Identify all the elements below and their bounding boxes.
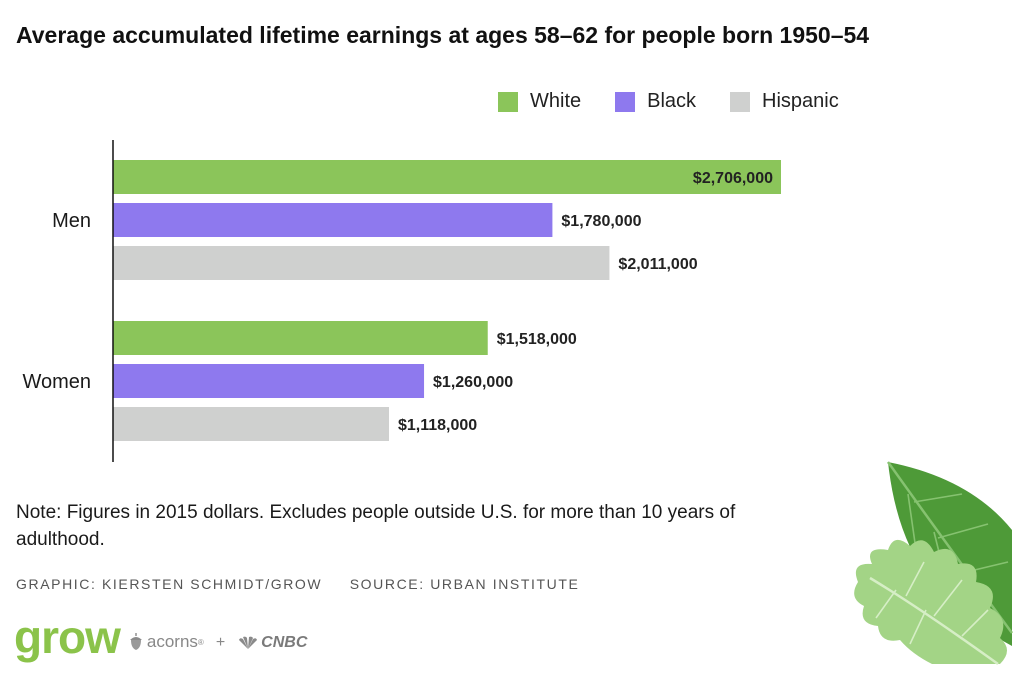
bar-white-women: [113, 321, 488, 355]
cnbc-logo: CNBC: [237, 634, 307, 652]
data-label-hispanic-men: $2,011,000: [618, 256, 697, 273]
acorns-logo-text: acorns: [146, 632, 198, 651]
leaf-decoration-icon: [854, 461, 1014, 666]
legend-swatch-white: [498, 91, 518, 112]
data-label-white-men: $2,706,000: [693, 170, 773, 187]
legend-swatch-hispanic: [730, 91, 751, 112]
cnbc-logo-text: CNBC: [261, 634, 308, 651]
bar-black-men: [113, 203, 553, 237]
grow-logo: grow: [14, 611, 121, 663]
chart-legend: White Black Hispanic: [498, 90, 873, 113]
data-label-white-women: $1,518,000: [497, 331, 577, 348]
graphic-credit: GRAPHIC: KIERSTEN SCHMIDT/GROW: [16, 576, 323, 592]
data-label-black-men: $1,780,000: [561, 213, 641, 230]
category-label-men: Men: [52, 210, 91, 232]
chart-credits: GRAPHIC: KIERSTEN SCHMIDT/GROW SOURCE: U…: [16, 576, 579, 592]
brand-footer: grow acorns ® + CNBC: [14, 614, 307, 660]
legend-label-black: Black: [647, 90, 697, 112]
legend-swatch-black: [615, 91, 636, 112]
acorns-logo: acorns ®: [128, 632, 204, 652]
legend-label-white: White: [530, 90, 582, 112]
legend-item-black: Black: [615, 90, 696, 113]
legend-item-white: White: [498, 90, 581, 113]
legend-label-hispanic: Hispanic: [762, 90, 839, 112]
brand-plus: +: [215, 634, 226, 651]
data-label-hispanic-women: $1,118,000: [398, 417, 477, 434]
category-label-women: Women: [22, 371, 91, 393]
bar-hispanic-men: [113, 246, 610, 280]
chart-note: Note: Figures in 2015 dollars. Excludes …: [16, 502, 736, 550]
bar-white-men: [113, 160, 781, 194]
bar-hispanic-women: [113, 407, 389, 441]
source-credit: SOURCE: URBAN INSTITUTE: [349, 576, 580, 592]
legend-item-hispanic: Hispanic: [730, 90, 839, 113]
chart-title: Average accumulated lifetime earnings at…: [16, 22, 870, 48]
data-label-black-women: $1,260,000: [433, 374, 513, 391]
bar-chart: $2,706,000 $1,780,000 $2,011,000 Men $1,518,…: [22, 140, 781, 462]
bar-black-women: [113, 364, 425, 398]
acorn-icon: [129, 633, 142, 650]
peacock-icon: [239, 636, 258, 649]
